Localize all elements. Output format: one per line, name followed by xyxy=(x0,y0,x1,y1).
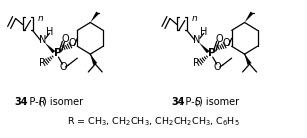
Text: N: N xyxy=(39,35,46,45)
Polygon shape xyxy=(90,54,97,65)
Text: *: * xyxy=(60,44,64,53)
Polygon shape xyxy=(199,42,210,53)
Text: n: n xyxy=(192,14,198,23)
Text: N: N xyxy=(193,35,200,45)
Text: R = CH$_3$, CH$_2$CH$_3$, CH$_2$CH$_2$CH$_3$, C$_6$H$_5$: R = CH$_3$, CH$_2$CH$_3$, CH$_2$CH$_2$CH… xyxy=(67,115,239,128)
Text: : P-(: : P-( xyxy=(23,97,42,107)
Text: S: S xyxy=(195,97,201,107)
Text: *: * xyxy=(215,44,219,53)
Text: R: R xyxy=(193,58,200,68)
Text: R: R xyxy=(38,97,45,107)
Text: R: R xyxy=(39,58,46,68)
Text: O: O xyxy=(214,62,222,72)
Polygon shape xyxy=(245,54,251,65)
Polygon shape xyxy=(245,12,254,22)
Text: ) isomer: ) isomer xyxy=(199,97,239,107)
Text: O: O xyxy=(223,38,231,48)
Text: H: H xyxy=(46,27,53,37)
Text: O: O xyxy=(62,34,69,44)
Text: P: P xyxy=(208,48,216,58)
Text: O: O xyxy=(68,38,76,48)
Polygon shape xyxy=(90,12,99,22)
Text: O: O xyxy=(60,62,67,72)
Text: : P-(: : P-( xyxy=(179,97,198,107)
Polygon shape xyxy=(45,42,56,53)
Text: H: H xyxy=(200,27,208,37)
Text: 34: 34 xyxy=(171,97,185,107)
Text: 34: 34 xyxy=(15,97,28,107)
Text: O: O xyxy=(216,34,223,44)
Text: ) isomer: ) isomer xyxy=(42,97,83,107)
Text: P: P xyxy=(54,48,61,58)
Text: n: n xyxy=(37,14,43,23)
